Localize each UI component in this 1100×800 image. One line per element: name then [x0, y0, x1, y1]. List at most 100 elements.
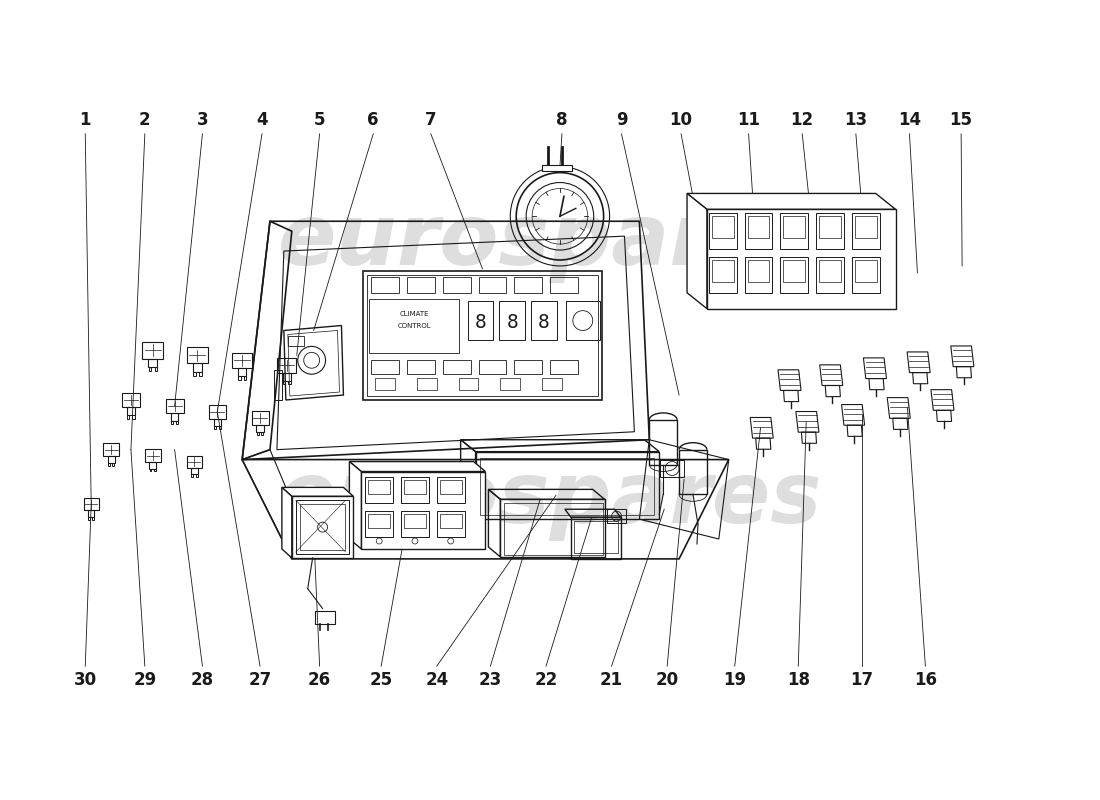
Bar [481, 458, 654, 515]
Bar [372, 360, 399, 374]
Bar [531, 301, 557, 341]
Bar [404, 514, 426, 528]
Bar [820, 260, 842, 282]
Bar [288, 337, 304, 346]
Bar [370, 298, 459, 354]
Bar [504, 503, 603, 555]
Bar [296, 500, 350, 554]
Bar [712, 216, 734, 238]
Bar [402, 478, 429, 503]
Text: 13: 13 [845, 111, 868, 129]
Text: 25: 25 [370, 671, 393, 689]
Bar [365, 478, 393, 503]
Bar [515, 360, 542, 374]
Bar [407, 277, 434, 293]
Text: 22: 22 [535, 671, 558, 689]
Polygon shape [350, 462, 361, 549]
Bar [606, 510, 627, 523]
Bar [315, 610, 334, 625]
Text: 4: 4 [256, 111, 267, 129]
Bar [708, 214, 737, 249]
Bar [500, 378, 520, 390]
Text: 6: 6 [367, 111, 380, 129]
Text: 23: 23 [478, 671, 502, 689]
Bar [550, 277, 578, 293]
Text: 3: 3 [197, 111, 208, 129]
Bar [499, 301, 525, 341]
Text: CLIMATE: CLIMATE [399, 310, 429, 317]
Text: 15: 15 [949, 111, 972, 129]
Polygon shape [292, 496, 353, 558]
Bar [820, 216, 842, 238]
Text: 21: 21 [600, 671, 623, 689]
Bar [437, 478, 464, 503]
Polygon shape [350, 462, 485, 471]
Text: 10: 10 [670, 111, 693, 129]
Bar [459, 378, 478, 390]
Text: 5: 5 [314, 111, 326, 129]
Bar [649, 420, 678, 465]
Text: 20: 20 [656, 671, 679, 689]
Bar [748, 216, 770, 238]
Text: 12: 12 [791, 111, 814, 129]
Text: 14: 14 [898, 111, 921, 129]
Text: 19: 19 [723, 671, 746, 689]
Text: 8: 8 [506, 313, 518, 332]
Bar [440, 514, 462, 528]
Bar [851, 214, 880, 249]
Polygon shape [282, 487, 292, 558]
Bar [660, 459, 684, 478]
Text: 9: 9 [616, 111, 627, 129]
Text: 29: 29 [133, 671, 156, 689]
Bar [417, 378, 437, 390]
Text: 1: 1 [79, 111, 91, 129]
Bar [542, 378, 562, 390]
Text: 16: 16 [914, 671, 937, 689]
Bar [816, 257, 844, 293]
Bar [780, 214, 808, 249]
Bar [855, 216, 877, 238]
Bar [780, 257, 808, 293]
Bar [299, 504, 345, 550]
Text: 26: 26 [308, 671, 331, 689]
Text: eurospares: eurospares [277, 458, 823, 541]
Bar [407, 360, 434, 374]
Bar [745, 257, 772, 293]
Text: 28: 28 [191, 671, 214, 689]
Bar [365, 511, 393, 537]
Text: 8: 8 [557, 111, 568, 129]
Bar [851, 257, 880, 293]
Text: 17: 17 [850, 671, 873, 689]
Bar [478, 277, 506, 293]
Bar [437, 511, 464, 537]
Bar [468, 301, 494, 341]
Bar [783, 260, 805, 282]
Bar [402, 511, 429, 537]
Polygon shape [707, 210, 895, 309]
Bar [440, 481, 462, 494]
Bar [442, 360, 471, 374]
Text: 18: 18 [786, 671, 810, 689]
Text: 24: 24 [426, 671, 449, 689]
Bar [783, 216, 805, 238]
Bar [679, 450, 707, 494]
Bar [372, 277, 399, 293]
Text: 8: 8 [538, 313, 550, 332]
Bar [368, 481, 390, 494]
Text: 7: 7 [425, 111, 437, 129]
Bar [478, 360, 506, 374]
Polygon shape [688, 194, 895, 210]
Bar [712, 260, 734, 282]
Bar [368, 514, 390, 528]
Bar [404, 481, 426, 494]
Text: 27: 27 [249, 671, 272, 689]
Bar [375, 378, 395, 390]
Bar [748, 260, 770, 282]
Bar [274, 370, 282, 400]
Text: eurospares: eurospares [277, 200, 823, 282]
Text: CONTROL: CONTROL [397, 322, 431, 329]
Bar [442, 277, 471, 293]
Bar [708, 257, 737, 293]
Bar [515, 277, 542, 293]
Text: 30: 30 [74, 671, 97, 689]
